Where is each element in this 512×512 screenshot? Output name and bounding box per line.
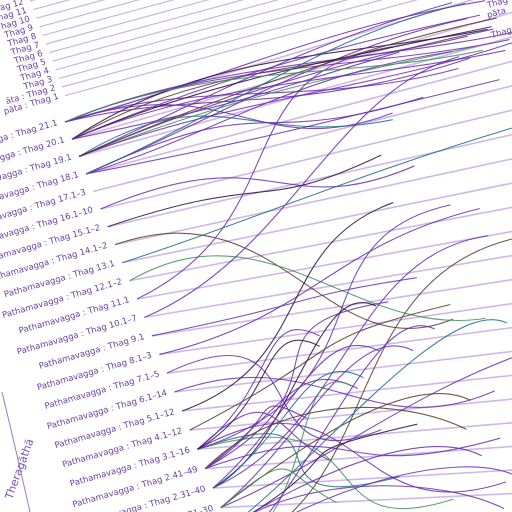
chord-link: [252, 423, 418, 512]
chord-link: [78, 42, 512, 157]
right-edge-label: Thag: [489, 25, 512, 41]
main-tick-line: [174, 350, 512, 393]
chord-link: [71, 49, 506, 140]
chord-link: [86, 50, 453, 175]
chord-link: [78, 2, 453, 157]
chord-link: [295, 466, 512, 512]
upper-tick-line: [45, 0, 210, 45]
upper-tick-line: [58, 0, 349, 79]
chord-link: [205, 437, 501, 470]
chord-link: [220, 357, 512, 509]
main-tick-line: [212, 469, 512, 489]
label-tick-lines: [29, 0, 512, 509]
upper-tick-line: [61, 0, 384, 88]
upper-tick-line: [52, 0, 280, 62]
chord-link: [85, 2, 466, 175]
upper-tick-line: [42, 0, 175, 36]
chord-link: [197, 411, 330, 461]
chord-link: [86, 79, 500, 175]
chord-link: [220, 468, 337, 508]
right-edge-label: Thag: [485, 0, 509, 11]
chord-link: [107, 154, 382, 228]
chord-link: [197, 204, 451, 450]
upper-tick-line: [49, 0, 245, 54]
main-tick-line: [114, 158, 512, 246]
chord-link: [197, 433, 400, 488]
chord-link: [247, 319, 508, 512]
chord-link: [144, 56, 460, 318]
chord-link: [197, 329, 320, 450]
chord-link: [181, 202, 394, 412]
section-title: Theragāthā: [2, 437, 36, 502]
chord-link: [252, 446, 482, 512]
main-tick-line: [144, 254, 512, 319]
chord-link: [64, 0, 486, 123]
chord-link: [129, 255, 486, 321]
main-tick-line: [85, 60, 512, 175]
chord-link: [204, 406, 467, 469]
upper-tick-line: [65, 0, 419, 97]
chord-link: [268, 325, 435, 512]
chord-link: [291, 238, 512, 512]
chord-link: [254, 485, 505, 512]
chord-link: [174, 376, 495, 408]
chord-link: [197, 339, 321, 450]
chord-link: [78, 115, 393, 157]
main-tick-line: [78, 36, 512, 158]
chord-link: [114, 232, 454, 329]
main-tick-line: [136, 230, 512, 300]
chord-link: [212, 371, 364, 489]
upper-tick-line: [29, 0, 36, 2]
chord-link: [272, 381, 352, 512]
chord-link: [212, 344, 380, 489]
main-tick-line: [151, 278, 512, 337]
main-tick-line: [182, 374, 512, 412]
main-tick-line: [100, 109, 512, 210]
section-arc: [1, 391, 31, 512]
chord-link: [71, 51, 400, 140]
chord-link: [64, 57, 470, 123]
upper-tick-line: [55, 0, 314, 71]
upper-tick-line: [39, 0, 141, 28]
chord-link: [197, 436, 454, 510]
chord-link: [64, 67, 459, 123]
chord-link: [71, 26, 492, 140]
chord-link: [151, 277, 417, 337]
chord-links: [64, 0, 512, 512]
chord-link: [122, 127, 512, 264]
chord-link: [166, 354, 382, 442]
chord-link: [78, 45, 477, 157]
main-tick-line: [129, 206, 512, 282]
chord-link: [71, 14, 481, 140]
chord-link: [78, 17, 497, 157]
chord-link: [85, 17, 468, 175]
chord-link: [220, 345, 414, 508]
chord-link: [100, 165, 415, 210]
main-tick-line: [220, 492, 512, 509]
chord-link: [64, 49, 483, 123]
chord-link: [159, 207, 480, 355]
main-tick-line: [107, 133, 512, 228]
